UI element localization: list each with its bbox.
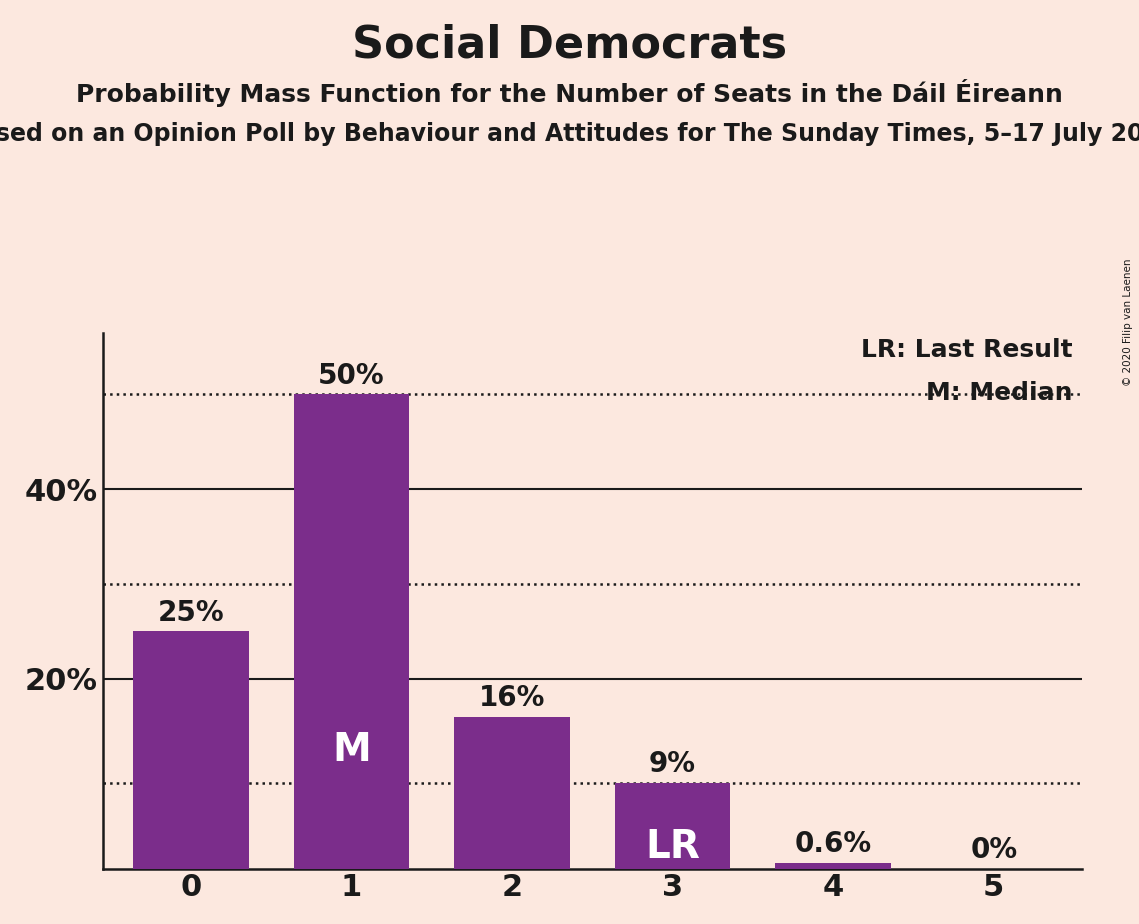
Bar xyxy=(615,784,730,869)
Text: M: Median: M: Median xyxy=(926,381,1072,405)
Bar xyxy=(454,717,570,869)
Text: 0.6%: 0.6% xyxy=(795,830,871,858)
Text: 50%: 50% xyxy=(318,361,385,390)
Text: 25%: 25% xyxy=(157,599,224,626)
Text: 9%: 9% xyxy=(649,750,696,778)
Text: LR: Last Result: LR: Last Result xyxy=(861,338,1072,362)
Bar xyxy=(776,863,891,869)
Text: Based on an Opinion Poll by Behaviour and Attitudes for The Sunday Times, 5–17 J: Based on an Opinion Poll by Behaviour an… xyxy=(0,122,1139,146)
Text: 16%: 16% xyxy=(478,684,546,712)
Text: 0%: 0% xyxy=(970,836,1017,864)
Bar xyxy=(133,631,248,869)
Text: M: M xyxy=(333,731,371,769)
Bar xyxy=(294,395,409,869)
Text: Probability Mass Function for the Number of Seats in the Dáil Éireann: Probability Mass Function for the Number… xyxy=(76,79,1063,106)
Text: © 2020 Filip van Laenen: © 2020 Filip van Laenen xyxy=(1123,259,1133,386)
Text: LR: LR xyxy=(645,828,700,866)
Text: Social Democrats: Social Democrats xyxy=(352,23,787,67)
